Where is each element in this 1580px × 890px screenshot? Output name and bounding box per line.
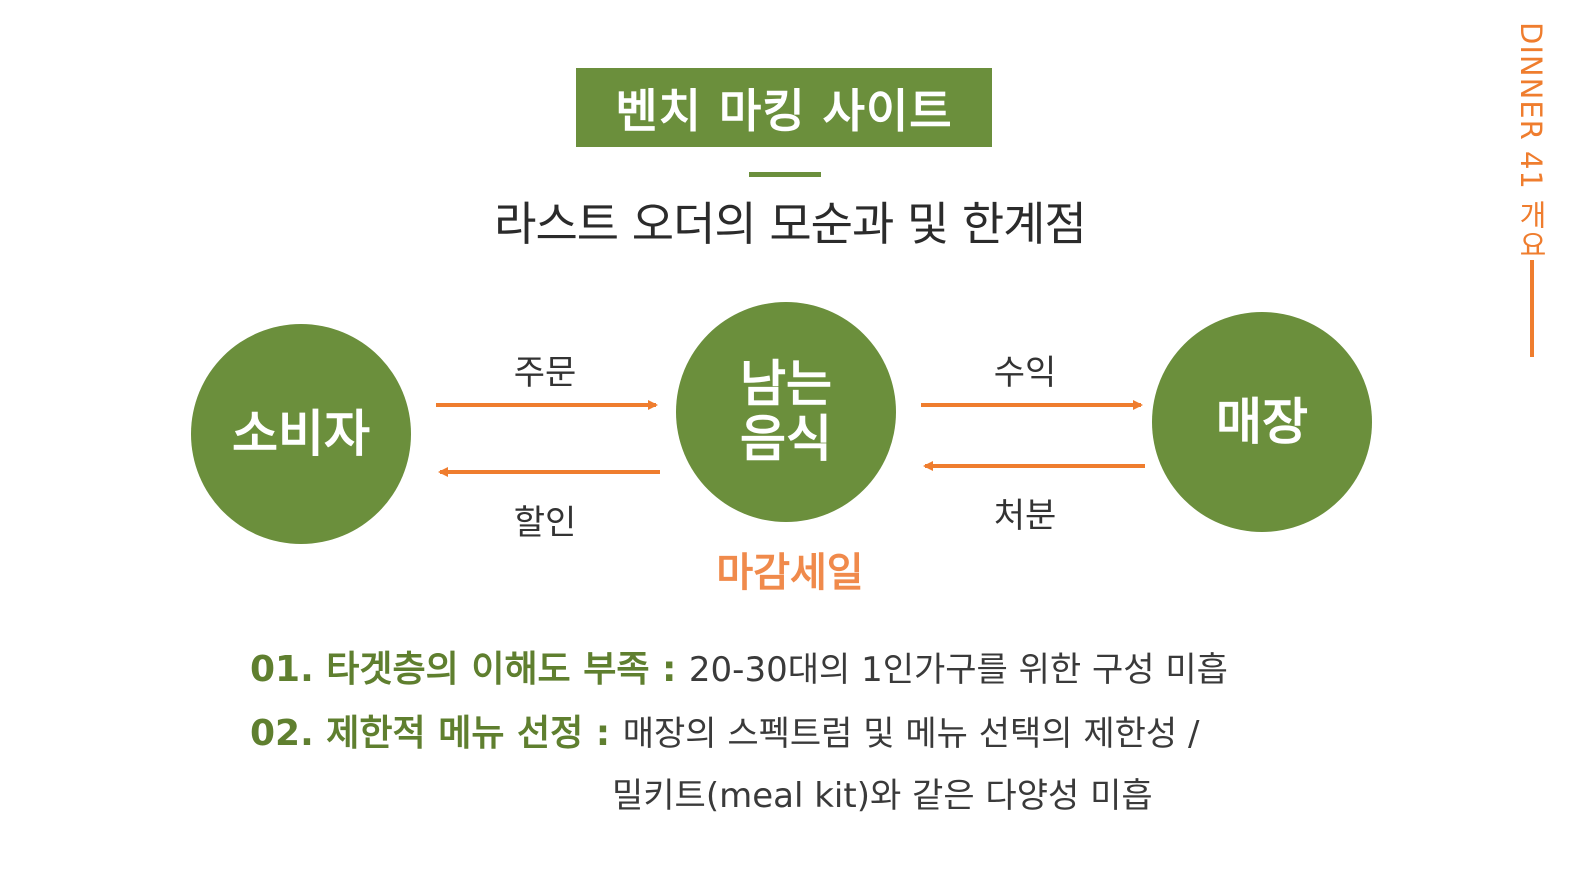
side-section-label: DINNER 41 개요 [1514, 22, 1548, 261]
issue-text: 20-30대의 1인가구를 위한 구성 미흡 [688, 650, 1228, 690]
issue-item: 02. 제한적 메뉴 선정 : 매장의 스펙트럼 및 메뉴 선택의 제한성 / [250, 704, 1199, 756]
node-consumer: 소비자 [191, 324, 411, 544]
issue-heading: 01. 타겟층의 이해도 부족 : [250, 649, 689, 690]
issue-heading: 02. 제한적 메뉴 선정 : [250, 713, 623, 754]
node-store-label: 매장 [1216, 392, 1308, 451]
side-divider [1530, 260, 1534, 357]
title-divider [749, 172, 821, 177]
page-subtitle: 라스트 오더의 모순과 및 한계점 [494, 197, 1087, 251]
node-consumer-label: 소비자 [232, 404, 370, 463]
edge-label-dispose: 처분 [993, 496, 1057, 536]
edge-label-discount: 할인 [513, 503, 577, 543]
edge-label-profit: 수익 [993, 353, 1057, 393]
node-store: 매장 [1152, 312, 1372, 532]
closing-sale-caption: 마감세일 [716, 550, 864, 596]
page-title: 벤치 마킹 사이트 [576, 68, 992, 147]
node-leftover-food: 남는 음식 [676, 302, 896, 522]
node-food-label: 남는 음식 [740, 355, 832, 468]
issue-continuation: 밀키트(meal kit)와 같은 다양성 미흡 [612, 776, 1153, 816]
edge-label-order: 주문 [513, 353, 577, 393]
issue-item: 01. 타겟층의 이해도 부족 : 20-30대의 1인가구를 위한 구성 미흡 [250, 640, 1228, 692]
issue-text: 매장의 스펙트럼 및 메뉴 선택의 제한성 / [622, 714, 1200, 754]
